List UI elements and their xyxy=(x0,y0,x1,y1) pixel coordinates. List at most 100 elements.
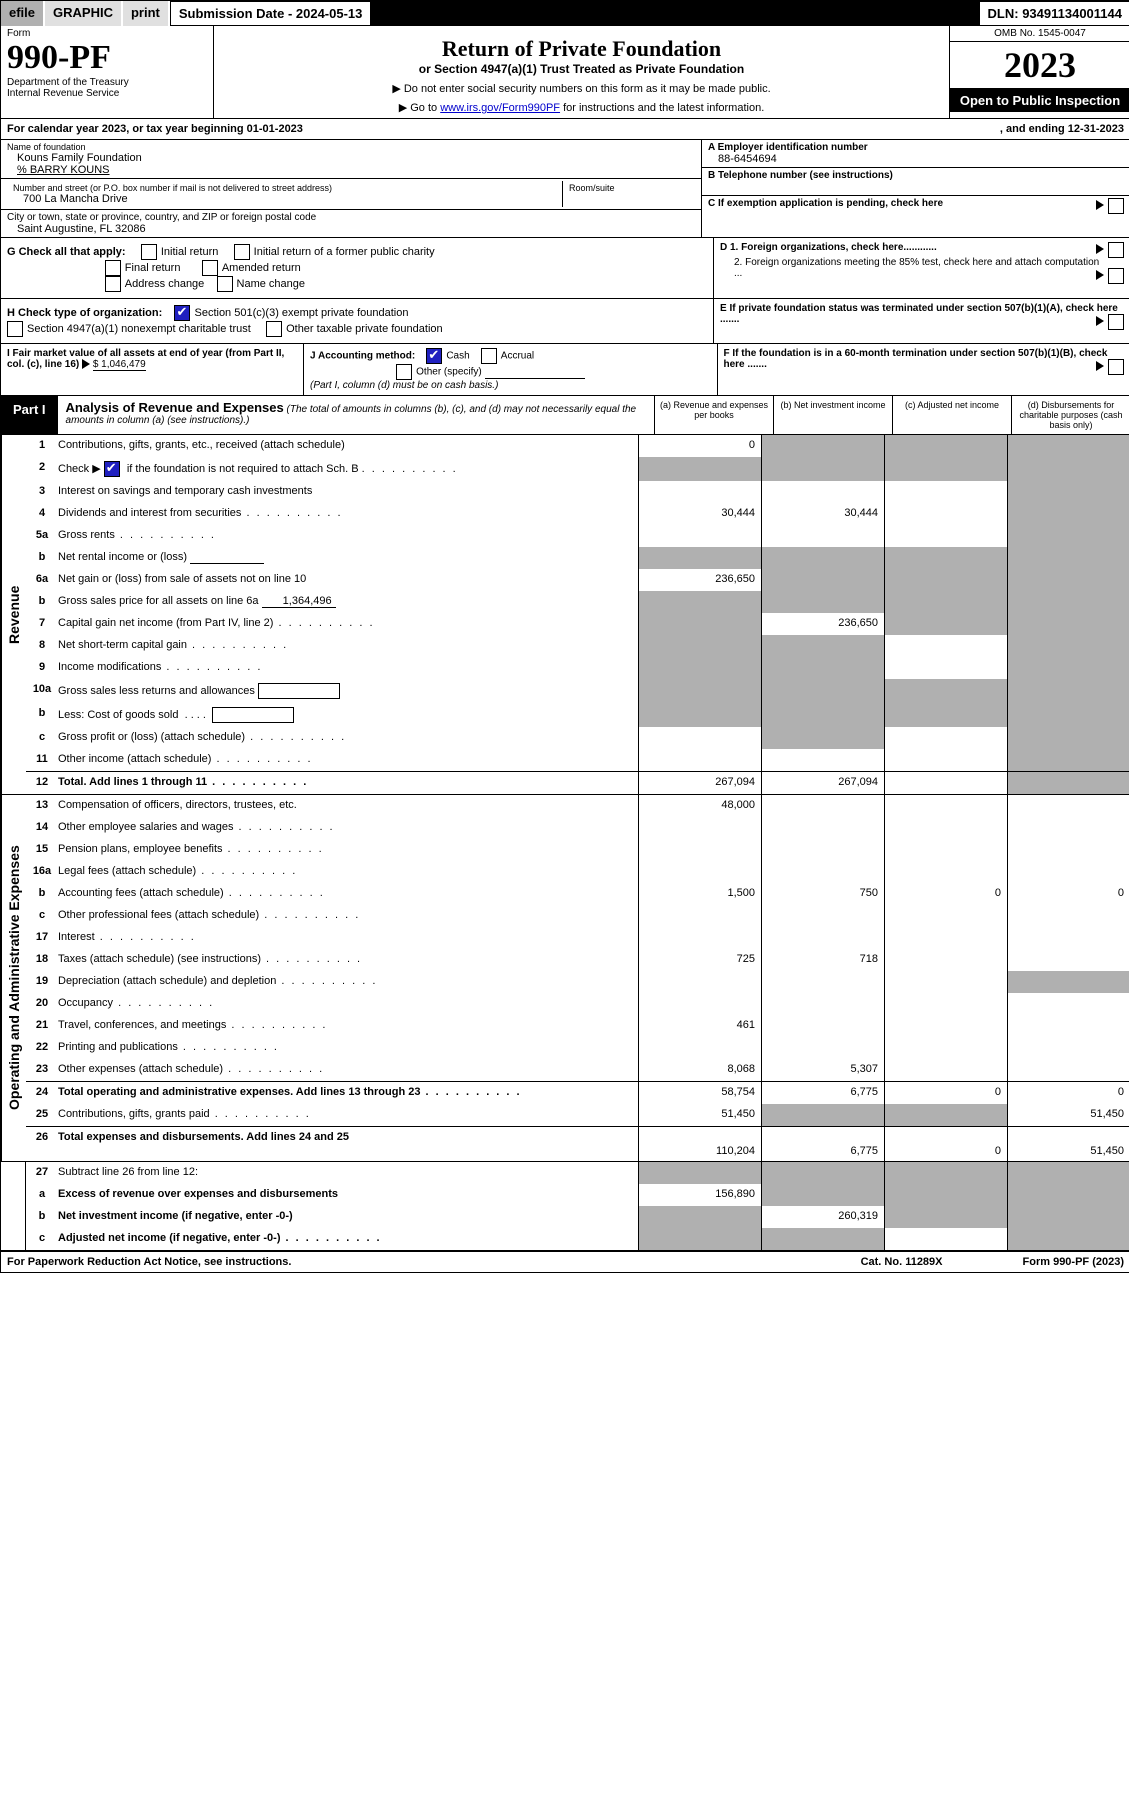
d1-row: D 1. Foreign organizations, check here..… xyxy=(720,242,1124,253)
cell-a xyxy=(638,1206,761,1228)
row-16c: c Other professional fees (attach schedu… xyxy=(26,905,1129,927)
line-num: 20 xyxy=(26,993,58,1015)
r12d: Total. Add lines 1 through 11 xyxy=(58,776,207,788)
row-9: 9 Income modifications xyxy=(26,657,1129,679)
spacer xyxy=(371,1,978,26)
form-title: Return of Private Foundation xyxy=(218,36,945,62)
cell-b xyxy=(761,703,884,727)
line-num: 15 xyxy=(26,839,58,861)
r24d: Total operating and administrative expen… xyxy=(58,1086,420,1098)
h-block: H Check type of organization: Section 50… xyxy=(1,299,713,343)
cell-d xyxy=(1007,749,1129,771)
sec4947-chk[interactable] xyxy=(7,321,23,337)
c-checkbox[interactable] xyxy=(1108,198,1124,214)
row-27c: c Adjusted net income (if negative, ente… xyxy=(26,1228,1129,1250)
cell-d xyxy=(1007,1184,1129,1206)
line-desc: Contributions, gifts, grants paid xyxy=(58,1104,638,1126)
row-5a: 5a Gross rents xyxy=(26,525,1129,547)
r6b-val: 1,364,496 xyxy=(262,595,336,608)
cell-c xyxy=(884,525,1007,547)
g-label: G Check all that apply: xyxy=(7,246,126,258)
revenue-section: Revenue 1 Contributions, gifts, grants, … xyxy=(1,435,1129,795)
line-desc: Gross rents xyxy=(58,525,638,547)
cell-d xyxy=(1007,927,1129,949)
cell-d xyxy=(1007,839,1129,861)
cell-a xyxy=(638,591,761,613)
sec501: Section 501(c)(3) exempt private foundat… xyxy=(194,307,408,319)
cash-chk[interactable] xyxy=(426,348,442,364)
r19d: Depreciation (attach schedule) and deple… xyxy=(58,975,276,987)
print-button[interactable]: print xyxy=(123,1,170,26)
cell-c xyxy=(884,795,1007,817)
r15d: Pension plans, employee benefits xyxy=(58,843,223,855)
line-desc: Capital gain net income (from Part IV, l… xyxy=(58,613,638,635)
ein-cell: A Employer identification number 88-6454… xyxy=(702,140,1129,168)
d1-checkbox[interactable] xyxy=(1108,242,1124,258)
cell-d xyxy=(1007,1037,1129,1059)
final-return: Final return xyxy=(125,262,181,274)
cell-c xyxy=(884,635,1007,657)
line-num: c xyxy=(26,905,58,927)
dln-label: DLN: 93491134001144 xyxy=(979,1,1129,26)
cell-c xyxy=(884,1184,1007,1206)
city-label: City or town, state or province, country… xyxy=(7,212,695,223)
f-checkbox[interactable] xyxy=(1108,359,1124,375)
row-5b: b Net rental income or (loss) xyxy=(26,547,1129,569)
row-10b: b Less: Cost of goods sold . . . . xyxy=(26,703,1129,727)
cell-a xyxy=(638,817,761,839)
amended-chk[interactable] xyxy=(202,260,218,276)
cell-c xyxy=(884,1104,1007,1126)
cell-d xyxy=(1007,503,1129,525)
f-text: F If the foundation is in a 60-month ter… xyxy=(724,348,1108,370)
i-block: I Fair market value of all assets at end… xyxy=(1,344,303,395)
graphic-label: GRAPHIC xyxy=(45,1,123,26)
cell-d xyxy=(1007,547,1129,569)
initial-return: Initial return xyxy=(161,246,218,258)
instr2-pre: ▶ Go to xyxy=(399,102,440,114)
row-15: 15 Pension plans, employee benefits xyxy=(26,839,1129,861)
row-20: 20 Occupancy xyxy=(26,993,1129,1015)
r5bd: Net rental income or (loss) xyxy=(58,551,187,563)
schb-chk[interactable] xyxy=(104,461,120,477)
cell-b xyxy=(761,1037,884,1059)
cell-b: 260,319 xyxy=(761,1206,884,1228)
cell-a xyxy=(638,839,761,861)
line-num: 6a xyxy=(26,569,58,591)
cell-c xyxy=(884,749,1007,771)
address-cell: Number and street (or P.O. box number if… xyxy=(7,181,562,207)
row-6b: b Gross sales price for all assets on li… xyxy=(26,591,1129,613)
spacer xyxy=(1,1162,26,1250)
line-desc: Gross sales price for all assets on line… xyxy=(58,591,638,613)
line-num: 25 xyxy=(26,1104,58,1126)
r9d: Income modifications xyxy=(58,661,161,673)
other-method-chk[interactable] xyxy=(396,364,412,380)
cell-d xyxy=(1007,591,1129,613)
arrow-icon xyxy=(1096,361,1104,371)
cell-c xyxy=(884,1037,1007,1059)
cell-b xyxy=(761,569,884,591)
cell-a xyxy=(638,547,761,569)
initial-return-chk[interactable] xyxy=(141,244,157,260)
initial-former-chk[interactable] xyxy=(234,244,250,260)
r14d: Other employee salaries and wages xyxy=(58,821,233,833)
cell-b: 5,307 xyxy=(761,1059,884,1081)
line-num: b xyxy=(26,1206,58,1228)
sec501-chk[interactable] xyxy=(174,305,190,321)
d2-checkbox[interactable] xyxy=(1108,268,1124,284)
addr-change-chk[interactable] xyxy=(105,276,121,292)
name-change-chk[interactable] xyxy=(217,276,233,292)
e-checkbox[interactable] xyxy=(1108,314,1124,330)
cell-b xyxy=(761,1228,884,1250)
phone-label: B Telephone number (see instructions) xyxy=(708,170,1124,181)
irs-link[interactable]: www.irs.gov/Form990PF xyxy=(440,102,560,114)
line-desc: Other income (attach schedule) xyxy=(58,749,638,771)
row-27a: a Excess of revenue over expenses and di… xyxy=(26,1184,1129,1206)
other-tax-chk[interactable] xyxy=(266,321,282,337)
row-3: 3 Interest on savings and temporary cash… xyxy=(26,481,1129,503)
line-num: 13 xyxy=(26,795,58,817)
accrual-chk[interactable] xyxy=(481,348,497,364)
r25d: Contributions, gifts, grants paid xyxy=(58,1108,210,1120)
cat-number: Cat. No. 11289X xyxy=(861,1256,943,1268)
line-desc: Check ▶ if the foundation is not require… xyxy=(58,457,638,481)
final-return-chk[interactable] xyxy=(105,260,121,276)
